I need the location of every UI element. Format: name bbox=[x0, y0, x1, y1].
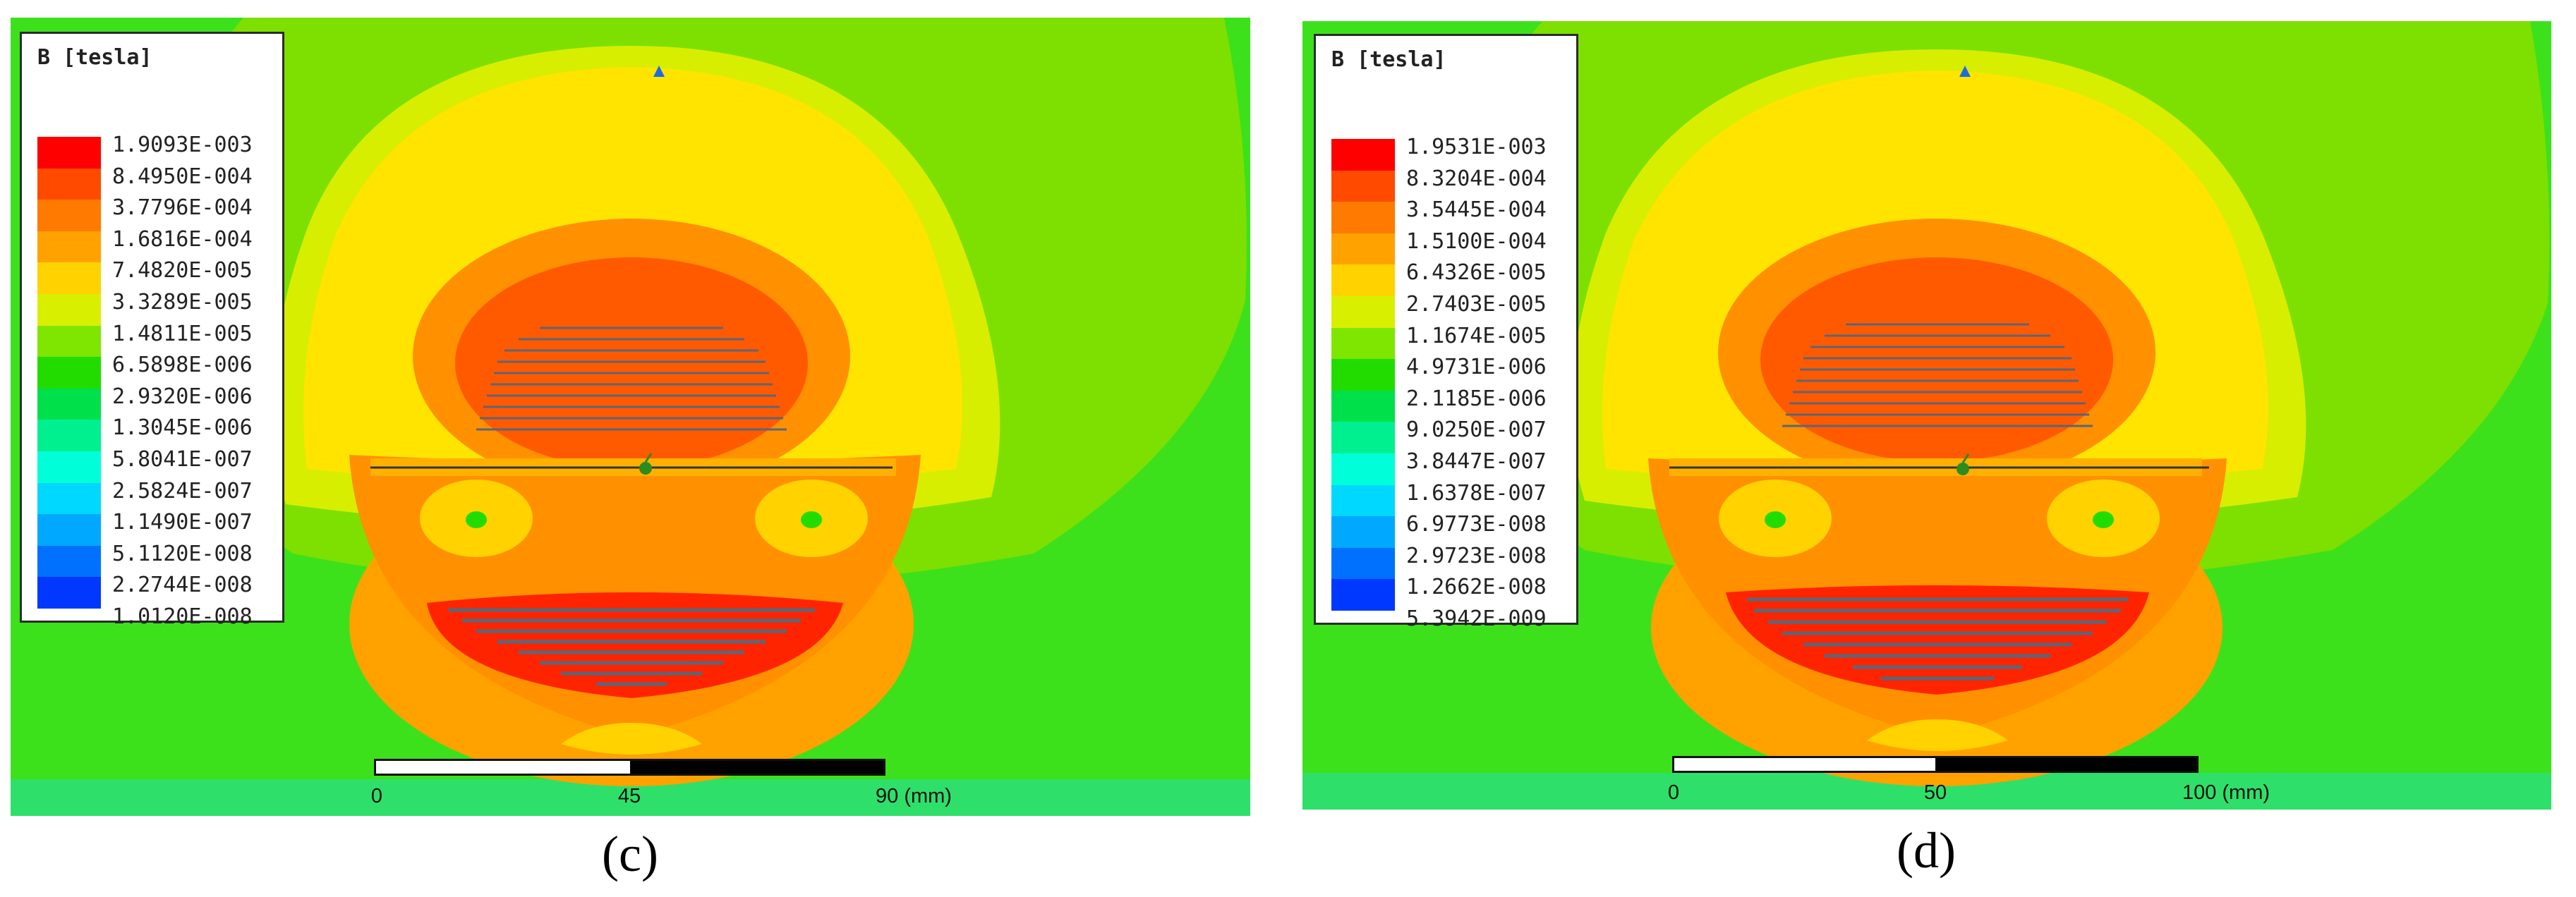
legend-label: 6.5898E-006 bbox=[112, 353, 253, 378]
legend-title-c: B [tesla] bbox=[37, 45, 152, 70]
legend-label: 5.8041E-007 bbox=[112, 446, 253, 472]
swatch-1 bbox=[1331, 139, 1395, 171]
color-legend-d: B [tesla] 1.9531E-003 8.3204E-004 3.5445… bbox=[1314, 34, 1578, 631]
swatch-10 bbox=[37, 420, 101, 451]
swatch-4 bbox=[37, 231, 101, 263]
upper-coil-d bbox=[1782, 323, 2093, 427]
swatch-3 bbox=[1331, 202, 1395, 233]
swatch-11 bbox=[1331, 453, 1395, 485]
triangle-marker-icon bbox=[1959, 66, 1971, 77]
sensor-marker-icon bbox=[1957, 453, 1970, 475]
legend-label: 1.0120E-008 bbox=[112, 604, 253, 629]
legend-label: 1.3045E-006 bbox=[112, 415, 253, 441]
swatch-6 bbox=[37, 293, 101, 326]
legend-label: 2.1185E-006 bbox=[1406, 386, 1547, 411]
swatch-9 bbox=[1331, 390, 1395, 422]
legend-label: 8.3204E-004 bbox=[1406, 166, 1547, 191]
legend-label: 2.5824E-007 bbox=[112, 478, 253, 504]
lower-coil-d bbox=[1747, 597, 2128, 681]
field-plot-c bbox=[11, 18, 1250, 816]
legend-swatches-c bbox=[37, 137, 101, 609]
swatch-14 bbox=[1331, 547, 1395, 580]
swatch-5 bbox=[1331, 264, 1395, 296]
swatch-15 bbox=[37, 577, 101, 609]
scale-tick-0: 0 bbox=[1667, 781, 1680, 804]
legend-labels-d: 1.9531E-003 8.3204E-004 3.5445E-004 1.51… bbox=[1406, 132, 1547, 635]
legend-label: 1.2662E-008 bbox=[1406, 575, 1547, 600]
swatch-2 bbox=[37, 168, 101, 200]
swatch-8 bbox=[37, 357, 101, 389]
swatch-10 bbox=[1331, 422, 1395, 453]
scale-tick-end: 90 (mm) bbox=[876, 785, 952, 807]
legend-title-d: B [tesla] bbox=[1331, 47, 1446, 72]
legend-label: 1.1490E-007 bbox=[112, 510, 253, 535]
swatch-12 bbox=[1331, 484, 1395, 517]
legend-label: 1.6378E-007 bbox=[1406, 480, 1547, 506]
legend-label: 6.9773E-008 bbox=[1406, 512, 1547, 537]
sensor-marker-icon bbox=[639, 453, 653, 475]
legend-label: 5.1120E-008 bbox=[112, 541, 253, 566]
legend-label: 2.9723E-008 bbox=[1406, 543, 1547, 568]
legend-label: 9.0250E-007 bbox=[1406, 417, 1547, 443]
legend-label: 4.9731E-006 bbox=[1406, 355, 1547, 380]
scale-bar-c bbox=[374, 759, 885, 776]
legend-label: 3.5445E-004 bbox=[1406, 197, 1547, 223]
legend-label: 6.4326E-005 bbox=[1406, 260, 1547, 286]
scale-tick-end: 100 (mm) bbox=[2182, 781, 2270, 804]
scale-bar-d bbox=[1672, 756, 2199, 773]
swatch-15 bbox=[1331, 579, 1395, 611]
swatch-8 bbox=[1331, 359, 1395, 391]
color-legend-c: B [tesla] 1.9093E-003 8.4950E-004 3.7796… bbox=[20, 32, 284, 629]
panel-caption-d: (d) bbox=[1897, 822, 1956, 879]
legend-label: 7.4820E-005 bbox=[112, 258, 253, 283]
upper-coil-c bbox=[476, 327, 787, 431]
legend-label: 5.3942E-009 bbox=[1406, 606, 1547, 631]
legend-label: 1.1674E-005 bbox=[1406, 323, 1547, 348]
legend-label: 1.9093E-003 bbox=[112, 133, 253, 157]
field-map-c bbox=[11, 18, 1250, 816]
legend-label: 1.5100E-004 bbox=[1406, 228, 1547, 254]
swatch-5 bbox=[37, 262, 101, 294]
legend-label: 3.7796E-004 bbox=[112, 195, 253, 221]
swatch-4 bbox=[1331, 233, 1395, 265]
legend-label: 8.4950E-004 bbox=[112, 164, 253, 189]
swatch-7 bbox=[1331, 327, 1395, 360]
swatch-13 bbox=[37, 514, 101, 546]
legend-swatches-d bbox=[1331, 139, 1395, 611]
lower-coil-c bbox=[448, 608, 815, 686]
swatch-9 bbox=[37, 388, 101, 420]
swatch-13 bbox=[1331, 516, 1395, 548]
swatch-12 bbox=[37, 482, 101, 515]
swatch-6 bbox=[1331, 295, 1395, 328]
legend-label: 2.9320E-006 bbox=[112, 384, 253, 409]
legend-label: 1.4811E-005 bbox=[112, 321, 253, 346]
swatch-11 bbox=[37, 451, 101, 483]
swatch-7 bbox=[37, 325, 101, 358]
scale-tick-0: 0 bbox=[370, 785, 383, 807]
legend-label: 2.7403E-005 bbox=[1406, 291, 1547, 317]
panel-c: B [tesla] 1.9093E-003 8.4950E-004 3.7796… bbox=[0, 0, 1270, 897]
scale-tick-mid: 50 bbox=[1923, 781, 1947, 804]
legend-label: 1.6816E-004 bbox=[112, 226, 253, 252]
panel-d: B [tesla] 1.9531E-003 8.3204E-004 3.5445… bbox=[1291, 0, 2576, 897]
triangle-marker-icon bbox=[653, 66, 665, 77]
swatch-2 bbox=[1331, 170, 1395, 202]
swatch-3 bbox=[37, 200, 101, 231]
legend-label: 3.8447E-007 bbox=[1406, 448, 1547, 474]
legend-label: 3.3289E-005 bbox=[112, 289, 253, 315]
swatch-1 bbox=[37, 137, 101, 169]
panel-caption-c: (c) bbox=[602, 826, 658, 882]
legend-label: 2.2744E-008 bbox=[112, 573, 253, 598]
swatch-14 bbox=[37, 545, 101, 578]
legend-labels-c: 1.9093E-003 8.4950E-004 3.7796E-004 1.68… bbox=[112, 130, 253, 633]
legend-label: 1.9531E-003 bbox=[1406, 135, 1547, 159]
scale-tick-mid: 45 bbox=[617, 785, 641, 807]
